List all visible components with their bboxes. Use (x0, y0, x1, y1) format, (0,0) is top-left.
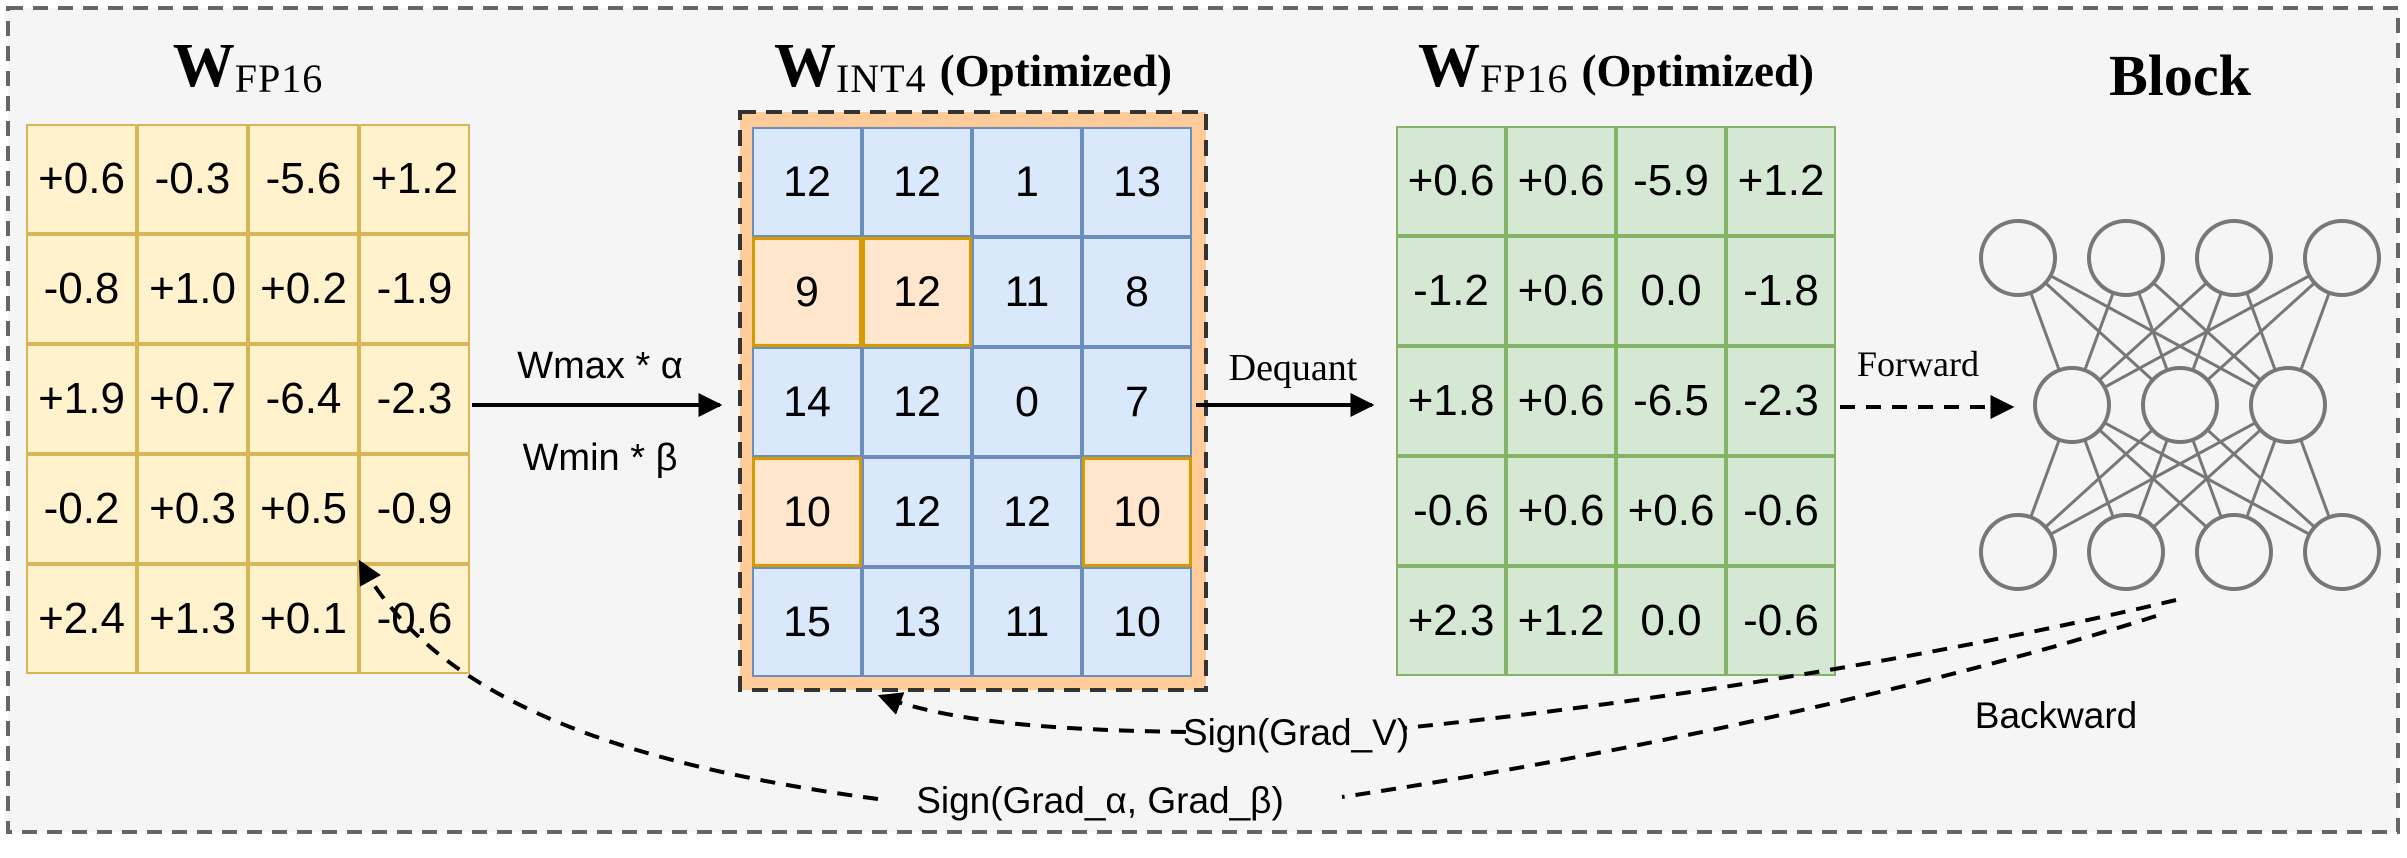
title-main: W (773, 32, 836, 100)
matrix-cell: +0.6 (1616, 456, 1726, 566)
title-main: W (1418, 32, 1481, 100)
fp16-optimized-matrix: +0.6 +0.6 -5.9 +1.2 -1.2 +0.6 0.0 -1.8 +1.8 +0.6-… (1396, 126, 1836, 676)
matrix-cell: +0.6 (1506, 346, 1616, 456)
matrix-cell: -1.8 (1726, 236, 1836, 346)
fp16-optimized-matrix-title: WFP16 (Optimized) (1376, 34, 1856, 111)
matrix-cell: -6.5 (1616, 346, 1726, 456)
matrix-cell: -0.6 (1396, 456, 1506, 566)
matrix-cell: -6.4 (248, 344, 359, 454)
matrix-cell: 8 (1082, 237, 1192, 347)
wmin-beta-label: Wmin * β (522, 437, 678, 479)
int4-matrix-title: WINT4 (Optimized) (740, 34, 1206, 111)
matrix-cell: -0.9 (359, 454, 470, 564)
matrix-cell: 10 (1082, 457, 1192, 567)
title-suffix: (Optimized) (939, 46, 1173, 96)
matrix-cell: -2.3 (359, 344, 470, 454)
matrix-cell: 13 (862, 567, 972, 677)
matrix-cell: 12 (862, 457, 972, 567)
title-main: W (172, 32, 235, 100)
matrix-cell: 0.0 (1616, 566, 1726, 676)
matrix-cell: 10 (1082, 567, 1192, 677)
matrix-cell: 0 (972, 347, 1082, 457)
matrix-cell: 12 (972, 457, 1082, 567)
wmax-alpha-label: Wmax * α (517, 345, 683, 387)
matrix-cell: 15 (752, 567, 862, 677)
matrix-cell: +2.3 (1396, 566, 1506, 676)
matrix-cell: -1.9 (359, 234, 470, 344)
matrix-cell: +0.6 (1396, 126, 1506, 236)
fp16-matrix-title: WFP16 (26, 34, 470, 111)
int4-matrix: 12 12 1 13 9 12 11 8 14 12 0 7 10 12 12 10 15 13 11 10 (752, 127, 1192, 677)
matrix-cell: +2.4 (26, 564, 137, 674)
matrix-cell: 12 (862, 237, 972, 347)
dequant-label: Dequant (1228, 347, 1358, 389)
matrix-cell: 14 (752, 347, 862, 457)
matrix-cell: +0.2 (248, 234, 359, 344)
matrix-cell: +0.6 (1506, 456, 1616, 566)
matrix-cell: 0.0 (1616, 236, 1726, 346)
matrix-cell: +0.3 (137, 454, 248, 564)
matrix-cell: +0.6 (1506, 126, 1616, 236)
matrix-cell: 13 (1082, 127, 1192, 237)
matrix-cell: 11 (972, 567, 1082, 677)
title-subscript: INT4 (835, 56, 927, 101)
matrix-cell: +0.6 (26, 124, 137, 234)
matrix-cell: 11 (972, 237, 1082, 347)
matrix-cell: -0.6 (359, 564, 470, 674)
matrix-cell: -1.2 (1396, 236, 1506, 346)
matrix-cell: 10 (752, 457, 862, 567)
matrix-cell: -0.3 (137, 124, 248, 234)
matrix-cell: +1.2 (1506, 566, 1616, 676)
matrix-cell: +0.6 (1506, 236, 1616, 346)
forward-label: Forward (1857, 344, 1979, 384)
title-suffix: (Optimized) (1581, 46, 1814, 96)
matrix-cell: -5.9 (1616, 126, 1726, 236)
matrix-cell: +1.2 (359, 124, 470, 234)
matrix-cell: -0.6 (1726, 456, 1836, 566)
title-subscript: FP16 (234, 56, 324, 101)
matrix-cell: 12 (862, 347, 972, 457)
backward-label: Backward (1974, 695, 2138, 736)
block-title: Block (2109, 43, 2251, 108)
matrix-cell: 9 (752, 237, 862, 347)
matrix-cell: 1 (972, 127, 1082, 237)
matrix-cell: +1.9 (26, 344, 137, 454)
sign-grad-v-label: Sign(Grad_V) (1182, 712, 1410, 753)
matrix-cell: -5.6 (248, 124, 359, 234)
matrix-cell: -0.6 (1726, 566, 1836, 676)
matrix-cell: +0.7 (137, 344, 248, 454)
title-subscript: FP16 (1480, 56, 1569, 101)
fp16-matrix: +0.6 -0.3 -5.6 +1.2 -0.8 +1.0 +0.2 -1.9 +1.9 +0.7… (26, 124, 470, 674)
matrix-cell: -0.2 (26, 454, 137, 564)
matrix-cell: +0.1 (248, 564, 359, 674)
matrix-cell: 12 (752, 127, 862, 237)
matrix-cell: +0.5 (248, 454, 359, 564)
matrix-cell: 12 (862, 127, 972, 237)
matrix-cell: -0.8 (26, 234, 137, 344)
matrix-cell: +1.2 (1726, 126, 1836, 236)
sign-grad-alpha-beta-label: Sign(Grad_α, Grad_β) (916, 780, 1284, 821)
matrix-cell: +1.3 (137, 564, 248, 674)
matrix-cell: +1.0 (137, 234, 248, 344)
